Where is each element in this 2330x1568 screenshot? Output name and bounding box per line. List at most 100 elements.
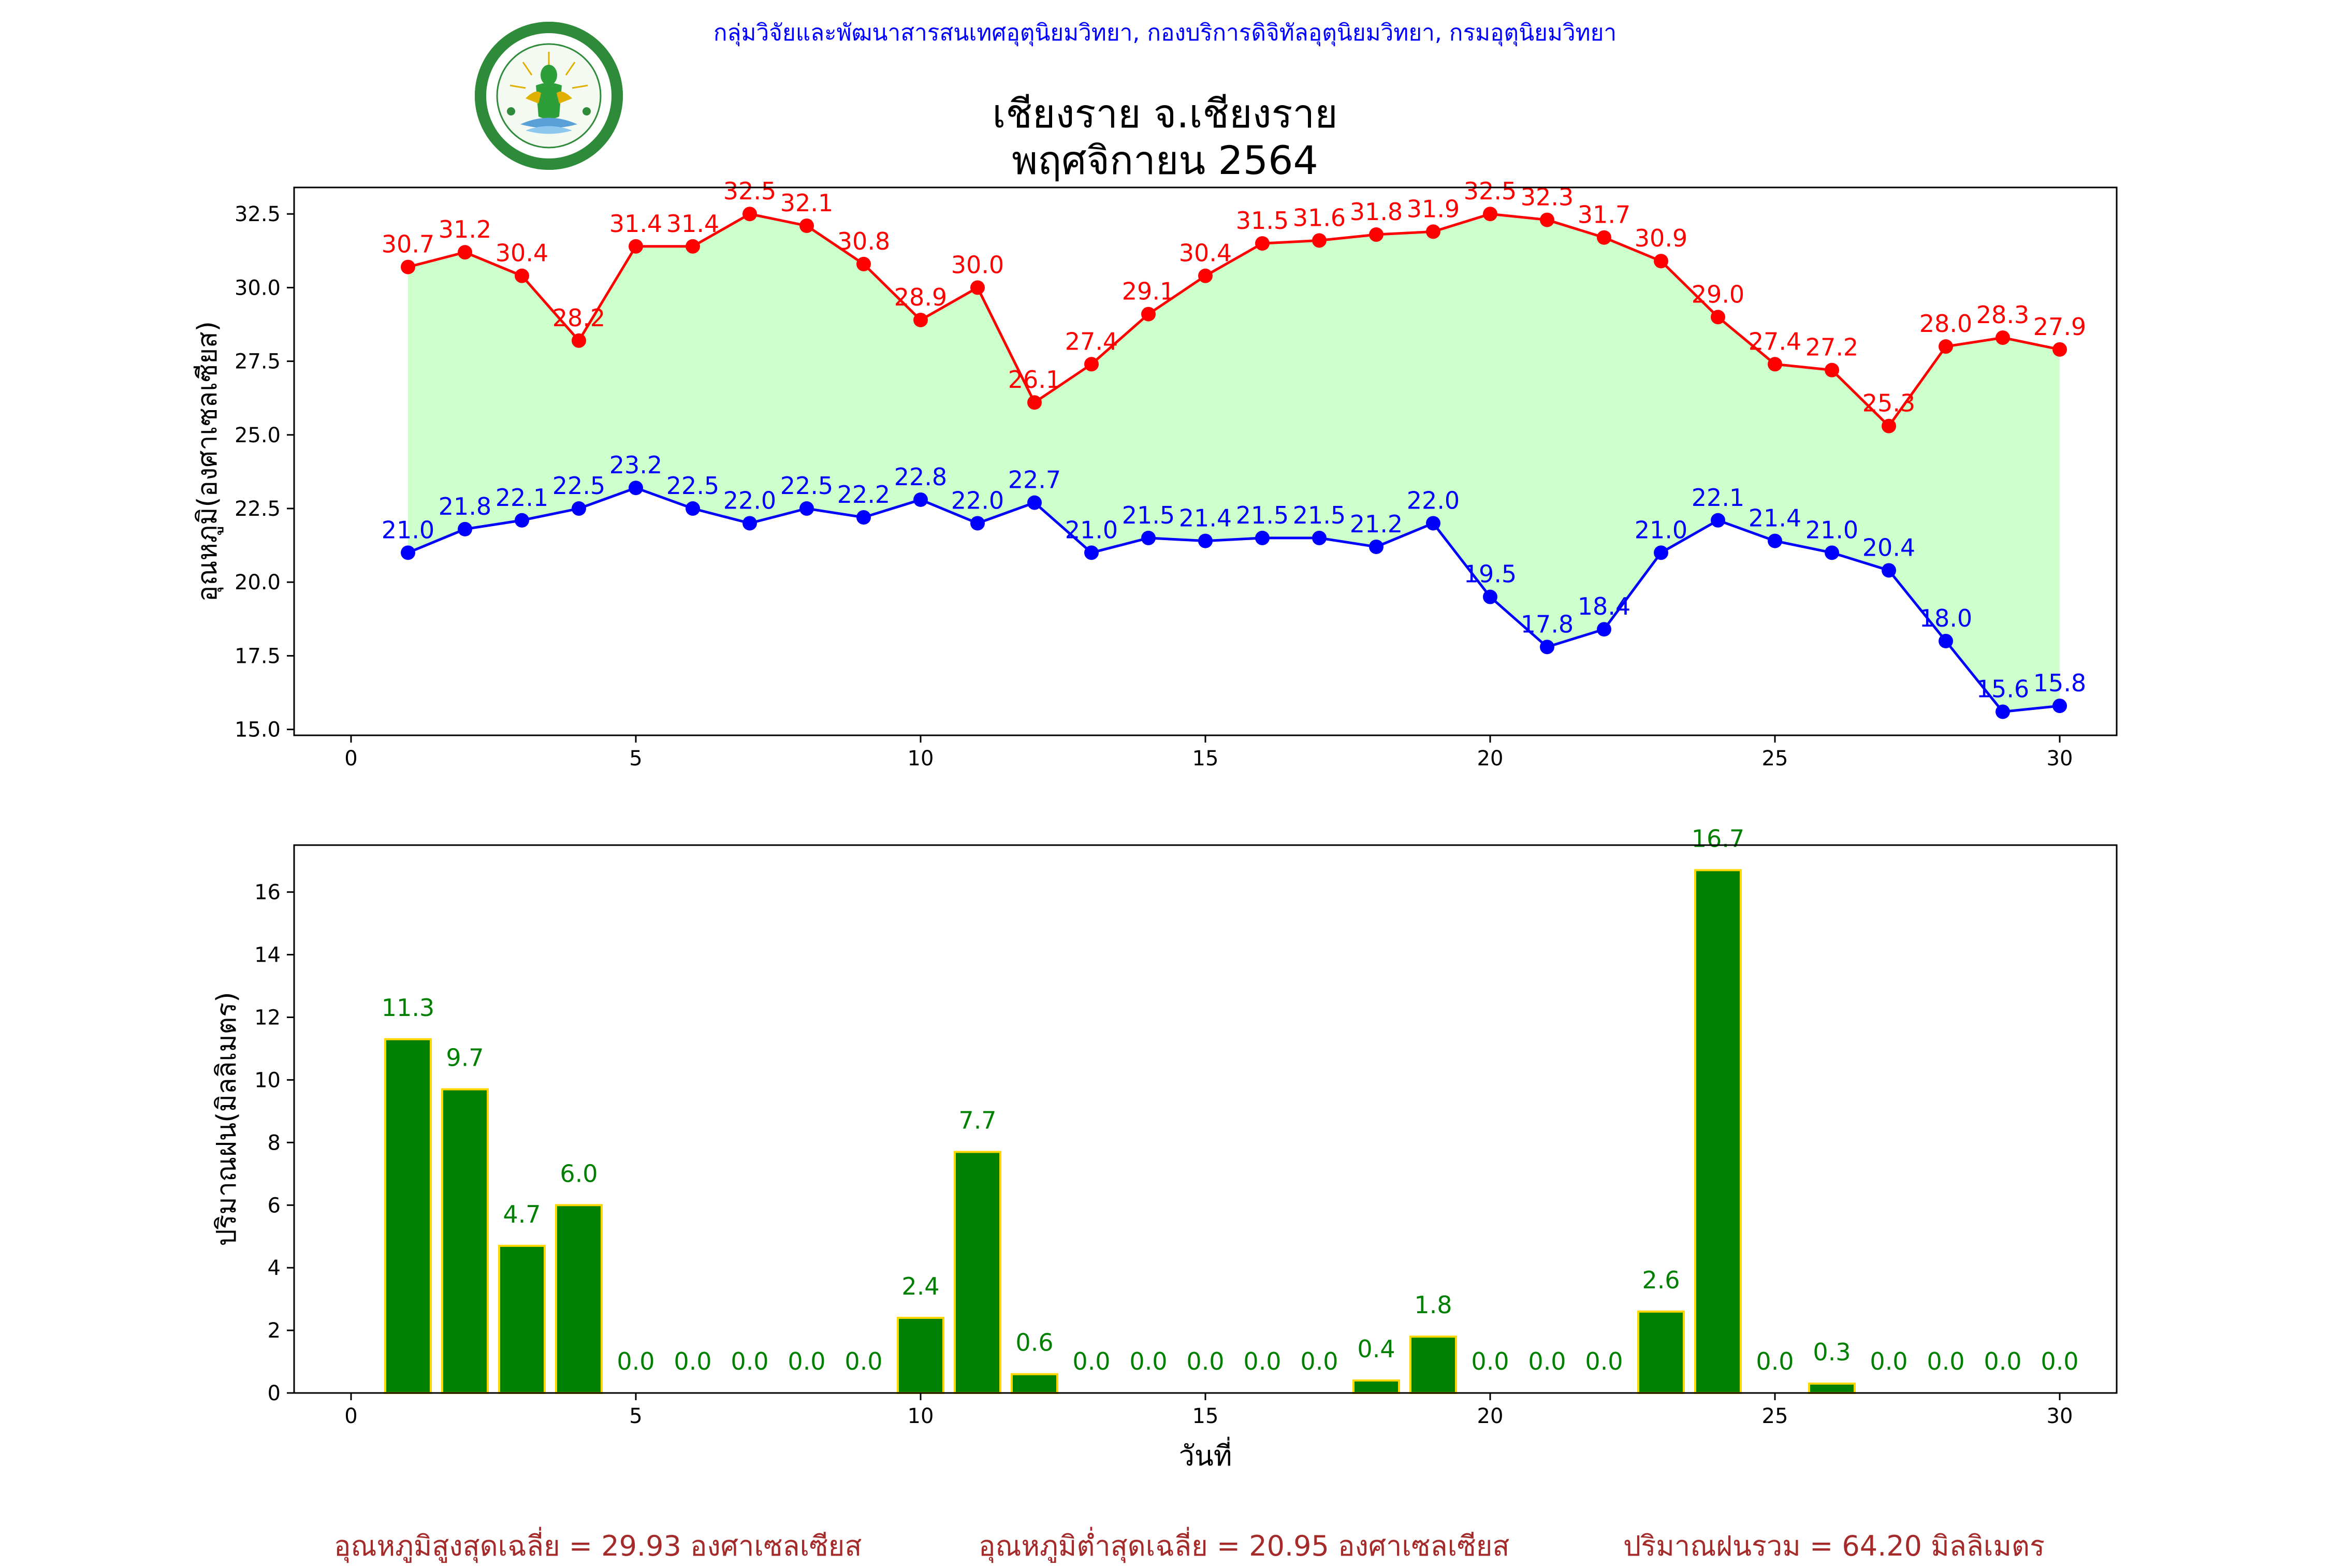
min-temp-label: 21.5 — [1293, 501, 1346, 529]
max-temp-point — [1483, 207, 1497, 222]
min-temp-point — [1711, 513, 1725, 528]
max-temp-label: 28.2 — [552, 304, 605, 332]
min-temp-label: 15.8 — [2033, 669, 2086, 697]
max-temp-point — [629, 239, 643, 254]
rainfall-label: 0.0 — [1585, 1347, 1623, 1375]
min-temp-label: 19.5 — [1464, 560, 1517, 588]
max-temp-point — [1768, 357, 1782, 372]
max-temp-point — [458, 245, 472, 260]
min-temp-label: 22.5 — [552, 472, 605, 500]
rainfall-label: 1.8 — [1414, 1291, 1452, 1319]
rainfall-bar — [1637, 1310, 1685, 1395]
max-temp-point — [1141, 307, 1156, 322]
rainfall-y-axis-label: ปริมาณฝน(มิลลิเมตร) — [211, 992, 242, 1246]
max-temp-label: 31.4 — [666, 210, 719, 238]
min-temp-point — [1084, 545, 1099, 560]
rainfall-label: 0.0 — [1528, 1347, 1566, 1375]
min-temp-point — [742, 516, 757, 531]
min-temp-label: 18.0 — [1919, 604, 1972, 632]
max-temp-label: 30.4 — [496, 239, 548, 267]
max-temp-point — [1939, 339, 1953, 354]
min-temp-point — [1027, 495, 1042, 510]
max-temp-label: 27.2 — [1805, 333, 1858, 361]
max-temp-label: 26.1 — [1008, 366, 1061, 394]
y-tick-label: 10 — [254, 1068, 281, 1092]
rainfall-x-axis-label: วันที่ — [1179, 1436, 1232, 1472]
x-tick-label: 25 — [1762, 747, 1788, 771]
x-tick-label: 5 — [629, 1404, 642, 1428]
min-temp-point — [1369, 539, 1384, 554]
max-temp-label: 31.6 — [1293, 204, 1346, 231]
temperature-y-axis-label: อุณหภูมิ(องศาเซลเซียส) — [192, 321, 224, 602]
max-temp-point — [686, 239, 700, 254]
rainfall-label: 0.0 — [1471, 1347, 1509, 1375]
rainfall-bar — [1694, 869, 1742, 1394]
rainfall-bar — [1352, 1379, 1400, 1394]
rainfall-label: 2.6 — [1642, 1266, 1680, 1294]
y-tick-label: 6 — [268, 1194, 281, 1217]
rainfall-label: 0.0 — [844, 1347, 882, 1375]
min-temp-label: 22.1 — [1692, 484, 1744, 512]
rainfall-label: 0.0 — [1243, 1347, 1281, 1375]
min-temp-point — [1255, 530, 1270, 545]
min-temp-label: 22.8 — [894, 463, 947, 491]
rainfall-bar — [954, 1151, 1001, 1394]
rainfall-label: 0.0 — [617, 1347, 654, 1375]
max-temp-point — [1996, 330, 2010, 345]
min-temp-point — [1426, 516, 1440, 531]
max-temp-point — [1597, 230, 1611, 245]
rainfall-label: 16.7 — [1692, 824, 1744, 852]
rainfall-bar — [555, 1204, 603, 1394]
min-temp-point — [1312, 530, 1327, 545]
max-temp-label: 31.7 — [1578, 201, 1630, 229]
min-temp-point — [799, 501, 814, 516]
min-temp-label: 20.4 — [1862, 533, 1915, 561]
credit-line: กลุ่มวิจัยและพัฒนาสารสนเทศอุตุนิยมวิทยา,… — [713, 20, 1617, 46]
rainfall-label: 0.0 — [1927, 1347, 1964, 1375]
max-temp-label: 28.9 — [894, 283, 947, 311]
min-temp-label: 22.5 — [666, 472, 719, 500]
rainfall-label: 7.7 — [958, 1106, 996, 1134]
rainfall-label: 0.0 — [1870, 1347, 1907, 1375]
min-temp-point — [2052, 699, 2067, 714]
max-temp-label: 31.5 — [1236, 207, 1289, 235]
rainfall-label: 11.3 — [382, 994, 434, 1022]
x-tick-label: 30 — [2047, 747, 2073, 771]
rainfall-label: 0.0 — [1756, 1347, 1794, 1375]
rainfall-bar — [498, 1244, 546, 1394]
summary-total-rain: ปริมาณฝนรวม = 64.20 มิลลิเมตร — [1623, 1530, 2045, 1562]
min-temp-label: 22.0 — [951, 486, 1004, 514]
y-tick-label: 32.5 — [235, 202, 281, 226]
summary-avg-max: อุณหภูมิสูงสุดเฉลี่ย = 29.93 องศาเซลเซีย… — [334, 1530, 862, 1562]
max-temp-label: 31.2 — [439, 215, 491, 243]
x-tick-label: 0 — [344, 1404, 357, 1428]
max-temp-point — [742, 207, 757, 222]
rainfall-label: 6.0 — [560, 1159, 598, 1187]
chart-title-station: เชียงราย จ.เชียงราย — [992, 91, 1338, 137]
min-temp-point — [572, 501, 586, 516]
max-temp-label: 29.1 — [1122, 278, 1175, 306]
max-temp-point — [1426, 224, 1440, 239]
max-temp-label: 30.4 — [1179, 239, 1232, 267]
min-temp-point — [515, 513, 529, 528]
min-temp-label: 22.5 — [780, 472, 833, 500]
y-tick-label: 30.0 — [235, 276, 281, 300]
max-temp-label: 30.9 — [1635, 224, 1687, 252]
max-temp-label: 28.0 — [1919, 310, 1972, 338]
min-temp-label: 15.6 — [1976, 675, 2029, 703]
max-temp-point — [970, 280, 985, 295]
max-temp-label: 30.8 — [837, 227, 890, 255]
y-tick-label: 27.5 — [235, 350, 281, 374]
max-temp-point — [401, 259, 415, 274]
x-tick-label: 15 — [1192, 747, 1219, 771]
y-tick-label: 2 — [268, 1319, 281, 1343]
y-tick-label: 8 — [268, 1131, 281, 1155]
max-temp-point — [515, 268, 529, 283]
y-tick-label: 22.5 — [235, 497, 281, 521]
max-temp-label: 29.0 — [1692, 280, 1744, 308]
x-tick-label: 10 — [908, 1404, 934, 1428]
rainfall-bar — [897, 1316, 944, 1394]
max-temp-label: 32.1 — [780, 189, 833, 217]
min-temp-label: 17.8 — [1521, 610, 1574, 638]
min-temp-point — [1654, 545, 1668, 560]
